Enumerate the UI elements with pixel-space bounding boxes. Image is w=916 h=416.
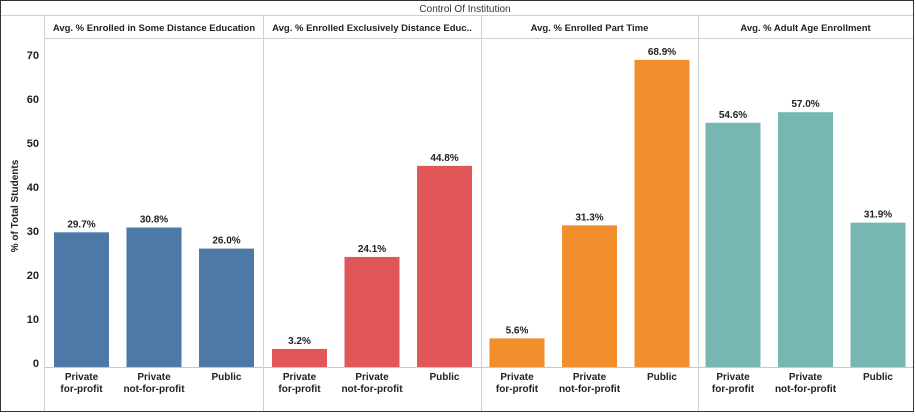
data-label: 31.3% [575,212,603,223]
x-tick-label: Private [137,372,171,383]
x-tick-label-line2: for-profit [278,384,321,395]
panel-1: Avg. % Enrolled in Some Distance Educati… [53,15,264,411]
panel-header: Avg. % Enrolled in Some Distance Educati… [53,23,256,34]
data-label: 44.8% [430,153,458,164]
data-label: 29.7% [67,219,95,230]
x-tick-label-line2: for-profit [496,384,539,395]
x-tick-label-line2: not-for-profit [341,384,403,395]
x-tick-label-line2: not-for-profit [559,384,621,395]
bar [272,348,327,367]
bar [850,222,906,367]
x-tick-label: Public [647,372,677,383]
data-label: 68.9% [648,47,676,58]
bar [634,59,690,368]
y-tick-label: 0 [33,358,39,370]
x-tick-label: Private [283,372,317,383]
chart-panels: Avg. % Enrolled in Some Distance Educati… [53,15,906,411]
x-tick-label-line2: for-profit [60,384,103,395]
chart-axes [1,15,913,411]
x-tick-label-line2: for-profit [712,384,755,395]
x-tick-label: Private [500,372,534,383]
bar [54,232,109,367]
x-tick-label: Private [355,372,389,383]
x-tick-label: Private [716,372,750,383]
data-label: 5.6% [506,325,529,336]
panel-header: Avg. % Enrolled Part Time [531,23,649,34]
panel-header: Avg. % Adult Age Enrollment [740,23,871,34]
data-label: 26.0% [212,236,240,247]
bar [562,225,617,367]
x-tick-label-line2: not-for-profit [775,384,837,395]
data-label: 3.2% [288,336,311,347]
panel-3: Avg. % Enrolled Part Time5.6%Privatefor-… [489,15,699,411]
bar [199,248,254,367]
y-axis-label: % of Total Students [10,159,21,252]
x-tick-label: Public [863,372,893,383]
y-tick-label: 50 [27,138,39,150]
y-tick-label: 70 [27,50,39,62]
panel-header: Avg. % Enrolled Exclusively Distance Edu… [272,23,472,34]
panel-2: Avg. % Enrolled Exclusively Distance Edu… [272,15,482,411]
y-tick-label: 40 [27,182,39,194]
bar [489,338,545,367]
bar [778,112,833,367]
panel-4: Avg. % Adult Age Enrollment54.6%Privatef… [705,23,906,395]
bar [126,227,182,367]
x-tick-label: Private [573,372,607,383]
data-label: 54.6% [719,110,747,121]
y-tick-label: 30 [27,226,39,238]
x-tick-label: Private [65,372,99,383]
data-label: 31.9% [864,210,892,221]
y-tick-label: 60 [27,94,39,106]
chart-title: Control Of Institution [419,4,510,15]
x-tick-label-line2: not-for-profit [123,384,185,395]
x-tick-label: Public [211,372,241,383]
bar [705,122,761,367]
y-tick-label: 20 [27,270,39,282]
y-axis-ticks: 0 10 20 30 40 50 60 70 [27,50,39,370]
x-tick-label: Public [429,372,459,383]
data-label: 57.0% [791,99,819,110]
y-tick-label: 10 [27,314,39,326]
bar [344,256,400,367]
data-label: 24.1% [358,244,386,255]
x-tick-label: Private [789,372,823,383]
data-label: 30.8% [140,214,168,225]
bar [417,165,472,367]
